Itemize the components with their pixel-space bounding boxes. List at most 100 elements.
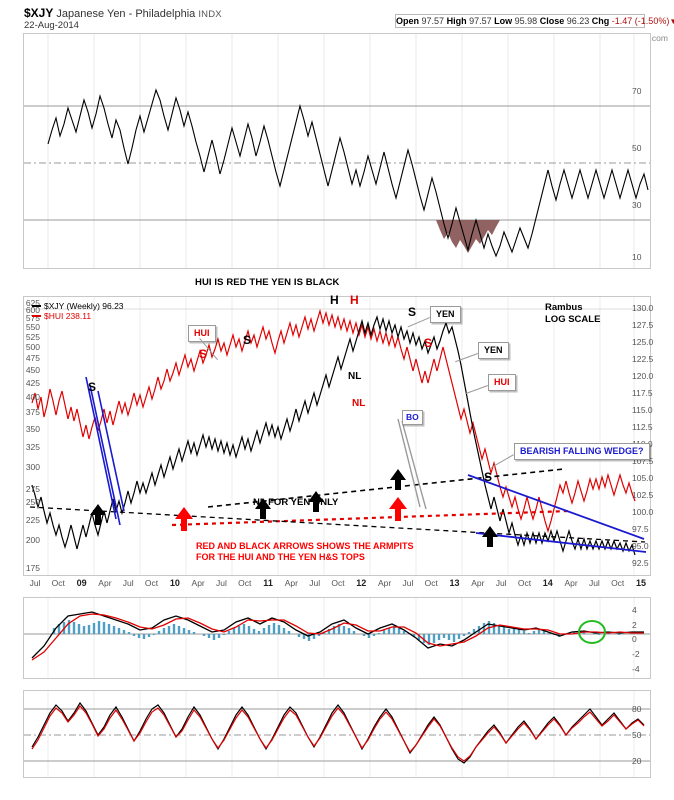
xtick-apr-3: Apr [98,578,112,588]
xtick-oct-5: Oct [144,578,159,588]
neckline-black [207,468,565,508]
callout-bo: BO [402,410,423,425]
xtick-10-6: 10 [169,578,180,588]
annotation-red-note-line2: FOR THE HUI AND THE YEN H&S TOPS [196,552,365,562]
macd-ytick-0: 0 [632,634,637,644]
xtick-oct-21: Oct [517,578,532,588]
xtick-apr-15: Apr [377,578,392,588]
ytick-left-450: 450 [25,365,40,375]
xtick-oct-25: Oct [611,578,625,588]
annotation-rambus: Rambus [545,302,583,313]
ytick-left-350: 350 [25,424,40,434]
xtick-12-14: 12 [356,578,367,588]
macd-highlight-circle [578,620,606,644]
main-price-plot [24,297,650,575]
high-value: 97.57 [469,16,492,26]
ytick-left-475: 475 [25,353,40,363]
open-value: 97.57 [421,16,445,26]
legend-swatch-xjy [32,305,41,307]
callout-bearish-falling-wedge: BEARISH FALLING WEDGE? [514,443,650,460]
annotation-hui-is-red: HUI IS RED THE YEN IS BLACK [195,277,340,288]
ytick-30: 30 [632,200,642,210]
xtick-oct-17: Oct [424,578,438,588]
xtick-jul-20: Jul [495,578,507,588]
blue-trend-left [85,376,125,526]
macd-ytick-neg2: -2 [632,649,640,659]
ytick-right-105: 105.0 [632,473,654,483]
ytick-left-625: 625 [25,298,40,308]
xtick-jul-24: Jul [588,578,600,588]
xtick-oct-1: Oct [51,578,65,588]
top-oscillator-panel [23,33,651,269]
rsi-red-line [31,705,645,762]
ytick-left-600: 600 [25,305,40,315]
callout-yen-mid: YEN [478,342,509,359]
ytick-right-102-5: 102.5 [632,490,654,500]
rsi-black-line [31,701,645,764]
legend-label-hui: $HUI 238.11 [44,311,92,321]
blue-falling-wedge [467,474,647,553]
symbol-exchange: INDX [198,9,222,20]
ytick-left-375: 375 [25,407,40,417]
xjy-price-line [31,314,636,556]
annotation-nl-for-yen-only: NL FOR YEN ONLY [253,497,339,508]
xtick-apr-19: Apr [471,578,485,588]
rsi-ytick-20: 20 [632,756,642,766]
chart-date: 22-Aug-2014 [24,20,79,31]
xtick-15-26: 15 [635,578,647,588]
ytick-right-127-5: 127.5 [632,320,654,330]
ytick-left-400: 400 [25,392,40,402]
ytick-right-122-5: 122.5 [632,354,654,364]
nl-tag-black: NL [348,371,362,382]
ytick-right-92-5: 92.5 [632,558,649,568]
xtick-11-10: 11 [263,578,273,588]
ytick-right-115: 115.0 [632,405,653,415]
xtick-13-18: 13 [449,578,460,588]
symbol-name: Japanese Yen - Philadelphia [56,8,196,20]
close-label: Close [539,16,565,26]
mark-h-1: H [330,293,339,307]
change-value: -1.47 (-1.50%) [611,16,670,26]
xtick-jul-8: Jul [216,578,227,588]
legend-swatch-hui [32,315,41,317]
xtick-jul-0: Jul [29,578,41,588]
ytick-right-95: 95.0 [632,541,649,551]
rsi-panel [23,690,651,778]
macd-line [31,611,644,659]
red-armpit-arrows [175,497,407,531]
neckline-yen-only [29,506,646,543]
ytick-left-550: 550 [25,322,40,332]
mark-s-1: S [88,380,97,394]
ytick-50: 50 [632,143,642,153]
ytick-10: 10 [632,252,642,262]
main-price-panel [23,296,651,576]
xtick-jul-4: Jul [122,578,134,588]
macd-ytick-neg4: -4 [632,664,640,674]
macd-ytick-4: 4 [632,605,637,615]
macd-ytick-2: 2 [632,620,637,630]
ytick-right-97-5: 97.5 [632,524,649,534]
ytick-left-200: 200 [25,535,40,545]
ytick-right-117-5: 117.5 [632,388,653,398]
top-oscillator-plot [24,34,650,268]
mark-s-3: S [243,333,252,347]
ytick-right-120: 120.0 [632,371,654,381]
mark-h-2: H [350,293,359,307]
ytick-right-130: 130.0 [632,303,654,313]
quote-bar: Open 97.57 High 97.57 Low 95.98 Close 96… [395,14,674,28]
low-value: 95.98 [514,16,538,26]
ytick-left-425: 425 [25,378,40,388]
annotation-red-note-line1: RED AND BLACK ARROWS SHOWS THE ARMPITS [196,541,414,551]
ytick-left-175: 175 [25,563,40,573]
ytick-70: 70 [632,86,642,96]
callout-hui-right: HUI [488,374,516,391]
macd-histogram [52,620,621,645]
change-down-arrow-icon: ▼ [669,17,674,26]
rsi-ytick-50: 50 [632,730,642,740]
mark-s-6: S [484,470,493,484]
hui-price-line [31,308,636,534]
nl-tag-red: NL [352,398,366,409]
rsi-plot [24,691,650,777]
xtick-09-2: 09 [76,578,87,588]
x-axis-continued [23,578,651,592]
